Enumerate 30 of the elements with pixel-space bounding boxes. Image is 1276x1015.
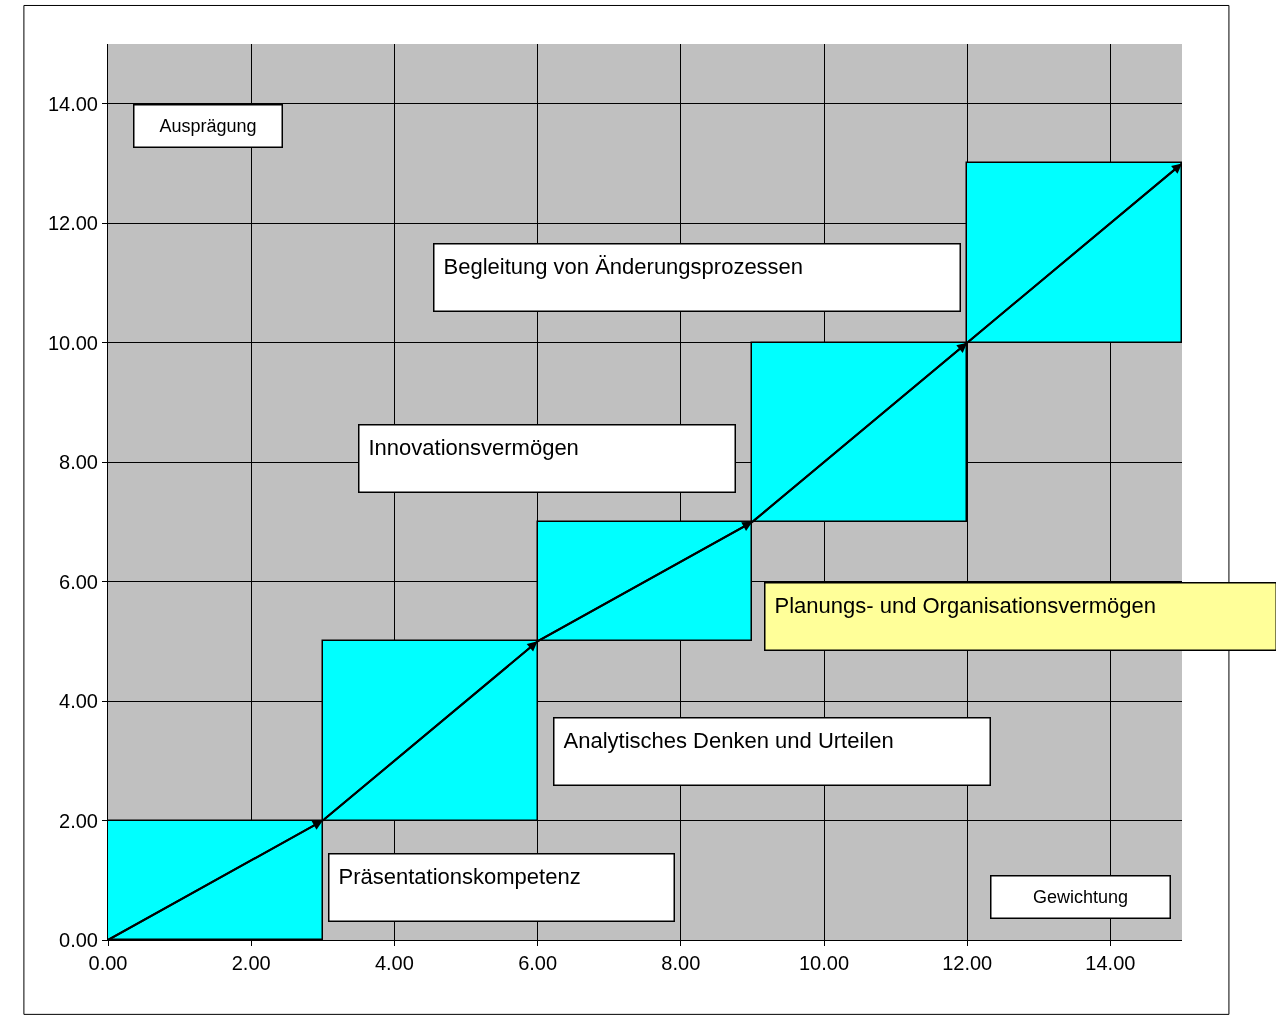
x-tick-label: 6.00 [518, 952, 558, 974]
x-tick-label: 0.00 [88, 952, 128, 974]
label-box: Analytisches Denken und Urteilen [553, 717, 991, 786]
x-tick-label: 8.00 [661, 952, 701, 974]
y-tick-label: 10.00 [47, 331, 98, 354]
annotation: Präsentationskompetenz [338, 863, 581, 889]
x-tick-label: 12.00 [942, 952, 993, 974]
y-tick-label: 12.00 [47, 212, 98, 235]
y-tick-label: 14.00 [47, 92, 98, 115]
label-box: Begleitung von Änderungsprozessen [433, 243, 961, 312]
y-tick-label: 4.00 [59, 690, 98, 713]
y-tick-label: 8.00 [59, 451, 98, 474]
y-tick-label: 2.00 [59, 809, 98, 832]
annotation: Planungs- und Organisationsvermögen [774, 592, 1157, 618]
x-tick-label: 4.00 [374, 952, 414, 974]
annotation: Begleitung von Änderungsprozessen [443, 253, 804, 279]
x-tick-label: 14.00 [1085, 952, 1136, 974]
annotation: Innovationsvermögen [368, 434, 579, 460]
label-box: Präsentationskompetenz [328, 853, 675, 922]
x-axis-title: Gewichtung [1032, 887, 1129, 907]
y-axis-title: Ausprägung [159, 116, 257, 136]
label-box: Planungs- und Organisationsvermögen [764, 582, 1276, 651]
x-tick-label: 10.00 [798, 952, 850, 974]
label-box: Ausprägung [133, 104, 283, 148]
annotation: Analytisches Denken und Urteilen [563, 727, 894, 753]
label-box: Gewichtung [990, 875, 1171, 919]
y-tick-label: 0.00 [59, 929, 98, 951]
x-tick-label: 2.00 [231, 952, 271, 974]
y-tick-label: 6.00 [59, 570, 98, 593]
label-box: Innovationsvermögen [358, 424, 736, 493]
